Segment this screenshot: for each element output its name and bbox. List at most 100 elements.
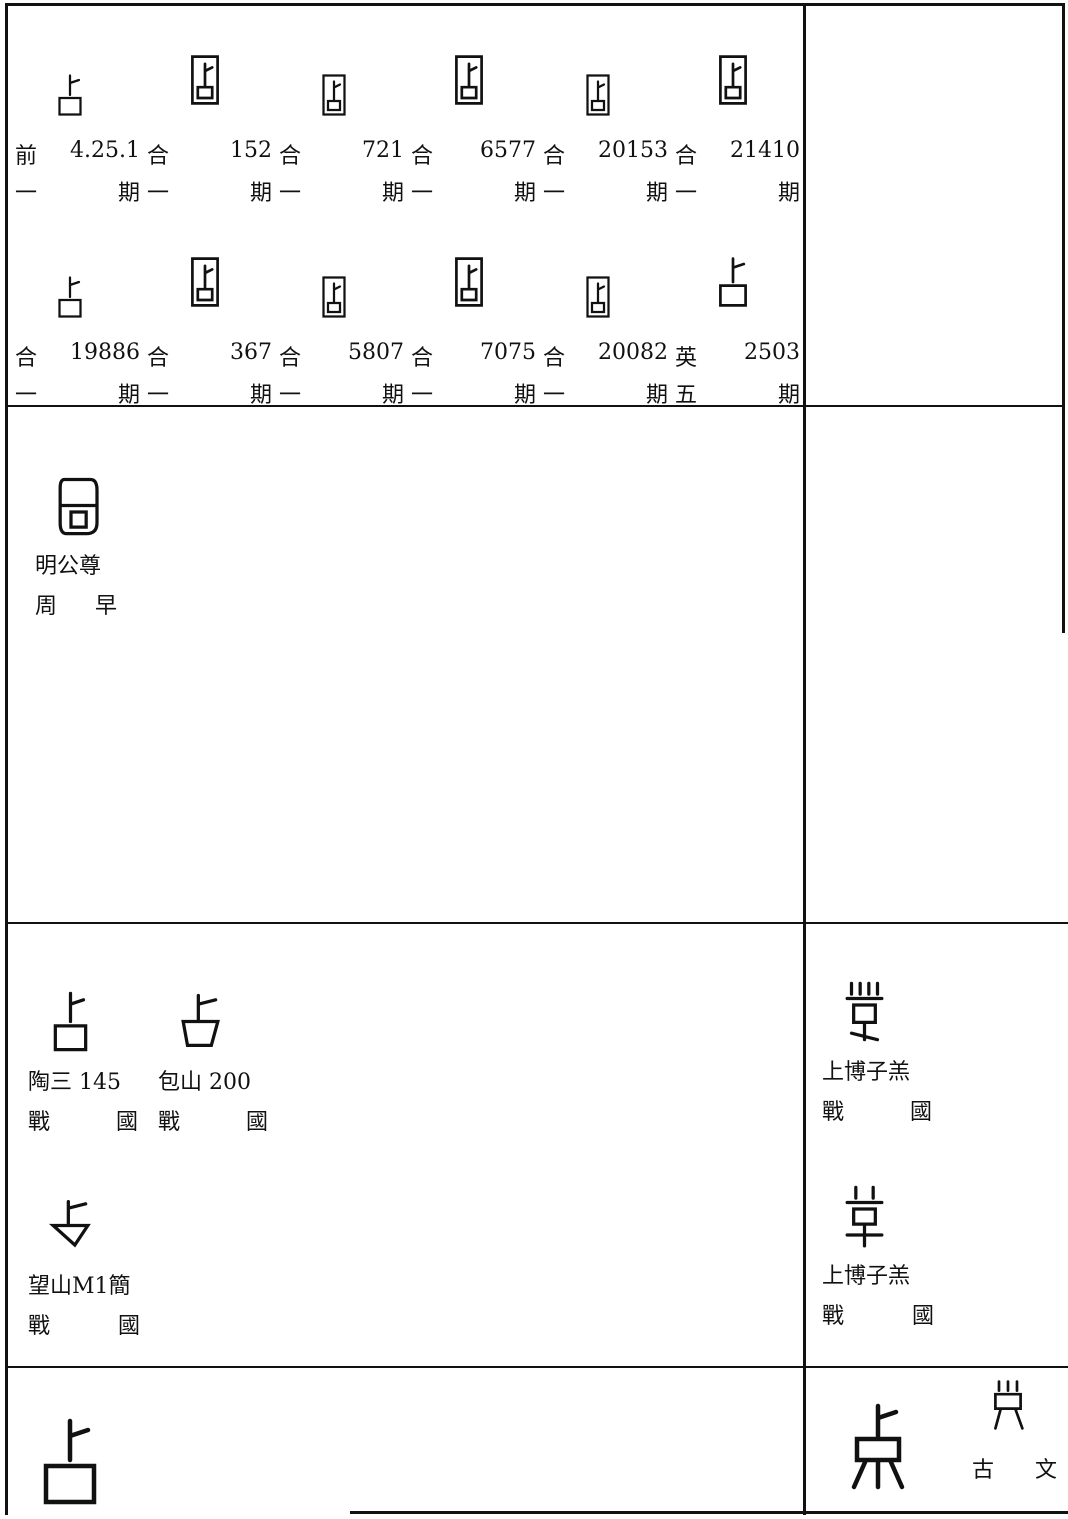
period-label: 戰國	[822, 1094, 932, 1126]
period-label: 戰國	[28, 1104, 138, 1136]
source: 合	[147, 144, 170, 169]
period: 一	[147, 383, 170, 408]
glyph	[191, 55, 219, 105]
number: 721	[362, 138, 404, 163]
source-label: 包山 200	[158, 1064, 251, 1096]
period: 一	[147, 181, 170, 206]
period: 期	[381, 383, 404, 408]
period: 一	[411, 383, 434, 408]
number: 367	[230, 340, 272, 365]
source-label: 合 721	[279, 138, 404, 170]
period: 期	[381, 181, 404, 206]
period-label: 一期	[279, 377, 404, 409]
period: 期	[249, 383, 272, 408]
period: 戰	[822, 1304, 845, 1329]
period: 期	[513, 383, 536, 408]
source-label: 合 152	[147, 138, 272, 170]
source-label: 合 19886	[15, 340, 140, 372]
period: 國	[117, 1314, 140, 1339]
row-line	[5, 922, 1068, 924]
period: 期	[645, 383, 668, 408]
period-label: 一期	[411, 377, 536, 409]
period: 周	[35, 594, 58, 619]
source: 合	[147, 346, 170, 371]
period: 一	[411, 181, 434, 206]
number: 5807	[348, 340, 404, 365]
period: 期	[645, 181, 668, 206]
source: 上博子羔	[822, 1264, 911, 1289]
period-label: 戰國	[28, 1308, 140, 1340]
glyph	[43, 1418, 97, 1505]
period-label: 一期	[15, 175, 140, 207]
source: 明公尊	[35, 554, 102, 579]
glyph	[48, 1200, 91, 1248]
source-label: 合 5807	[279, 340, 404, 372]
period-label: 一期	[147, 377, 272, 409]
period: 期	[117, 383, 140, 408]
source-label: 上博子羔	[822, 1054, 910, 1086]
glyph	[191, 257, 219, 307]
source: 合	[279, 346, 302, 371]
source: 合	[411, 346, 434, 371]
source: 陶三 145	[28, 1070, 121, 1095]
variant: 古	[972, 1458, 995, 1483]
variant-label: 古文	[972, 1452, 1057, 1484]
period: 早	[94, 594, 117, 619]
period-label: 一期	[147, 175, 272, 207]
period: 戰	[28, 1314, 51, 1339]
glyph	[719, 257, 747, 307]
source: 合	[543, 144, 566, 169]
source-label: 前 4.25.1	[15, 138, 140, 170]
source-label: 合 20153	[543, 138, 668, 170]
period: 國	[911, 1304, 934, 1329]
period-label: 一期	[279, 175, 404, 207]
source-label: 合 6577	[411, 138, 536, 170]
source-label: 英 2503	[675, 340, 800, 372]
glyph	[322, 276, 346, 318]
number: 6577	[480, 138, 536, 163]
period: 戰	[28, 1110, 51, 1135]
glyph	[58, 276, 82, 318]
source-label: 合 7075	[411, 340, 536, 372]
glyph	[455, 55, 483, 105]
source: 上博子羔	[822, 1060, 911, 1085]
glyph	[322, 74, 346, 116]
glyph	[719, 55, 747, 105]
glyph	[181, 993, 220, 1047]
source: 合	[15, 346, 38, 371]
glyph	[586, 74, 610, 116]
glyph	[58, 477, 99, 536]
number: 2503	[744, 340, 800, 365]
source: 英	[675, 346, 698, 371]
glyph	[845, 981, 884, 1042]
source-label: 合 367	[147, 340, 272, 372]
glyph	[586, 276, 610, 318]
period: 期	[249, 181, 272, 206]
border	[5, 3, 1063, 6]
period-label: 周早	[35, 588, 117, 620]
border	[350, 1511, 1068, 1514]
period: 國	[909, 1100, 932, 1125]
glyph	[455, 257, 483, 307]
period: 一	[15, 181, 38, 206]
period: 五	[675, 383, 698, 408]
period-label: 一期	[15, 377, 140, 409]
period-label: 一期	[543, 175, 668, 207]
source: 望山M1簡	[28, 1274, 131, 1299]
source: 包山 200	[158, 1070, 251, 1095]
period-label: 一期	[411, 175, 536, 207]
source-label: 陶三 145	[28, 1064, 121, 1096]
divider	[803, 3, 806, 1515]
source-label: 上博子羔	[822, 1258, 910, 1290]
period: 一	[543, 181, 566, 206]
source-label: 明公尊	[35, 548, 101, 580]
number: 20082	[598, 340, 668, 365]
variant: 文	[1034, 1458, 1057, 1483]
source: 合	[411, 144, 434, 169]
row-line	[5, 1366, 1068, 1368]
period: 一	[15, 383, 38, 408]
source-label: 望山M1簡	[28, 1268, 131, 1300]
period-label: 一期	[543, 377, 668, 409]
period: 期	[513, 181, 536, 206]
